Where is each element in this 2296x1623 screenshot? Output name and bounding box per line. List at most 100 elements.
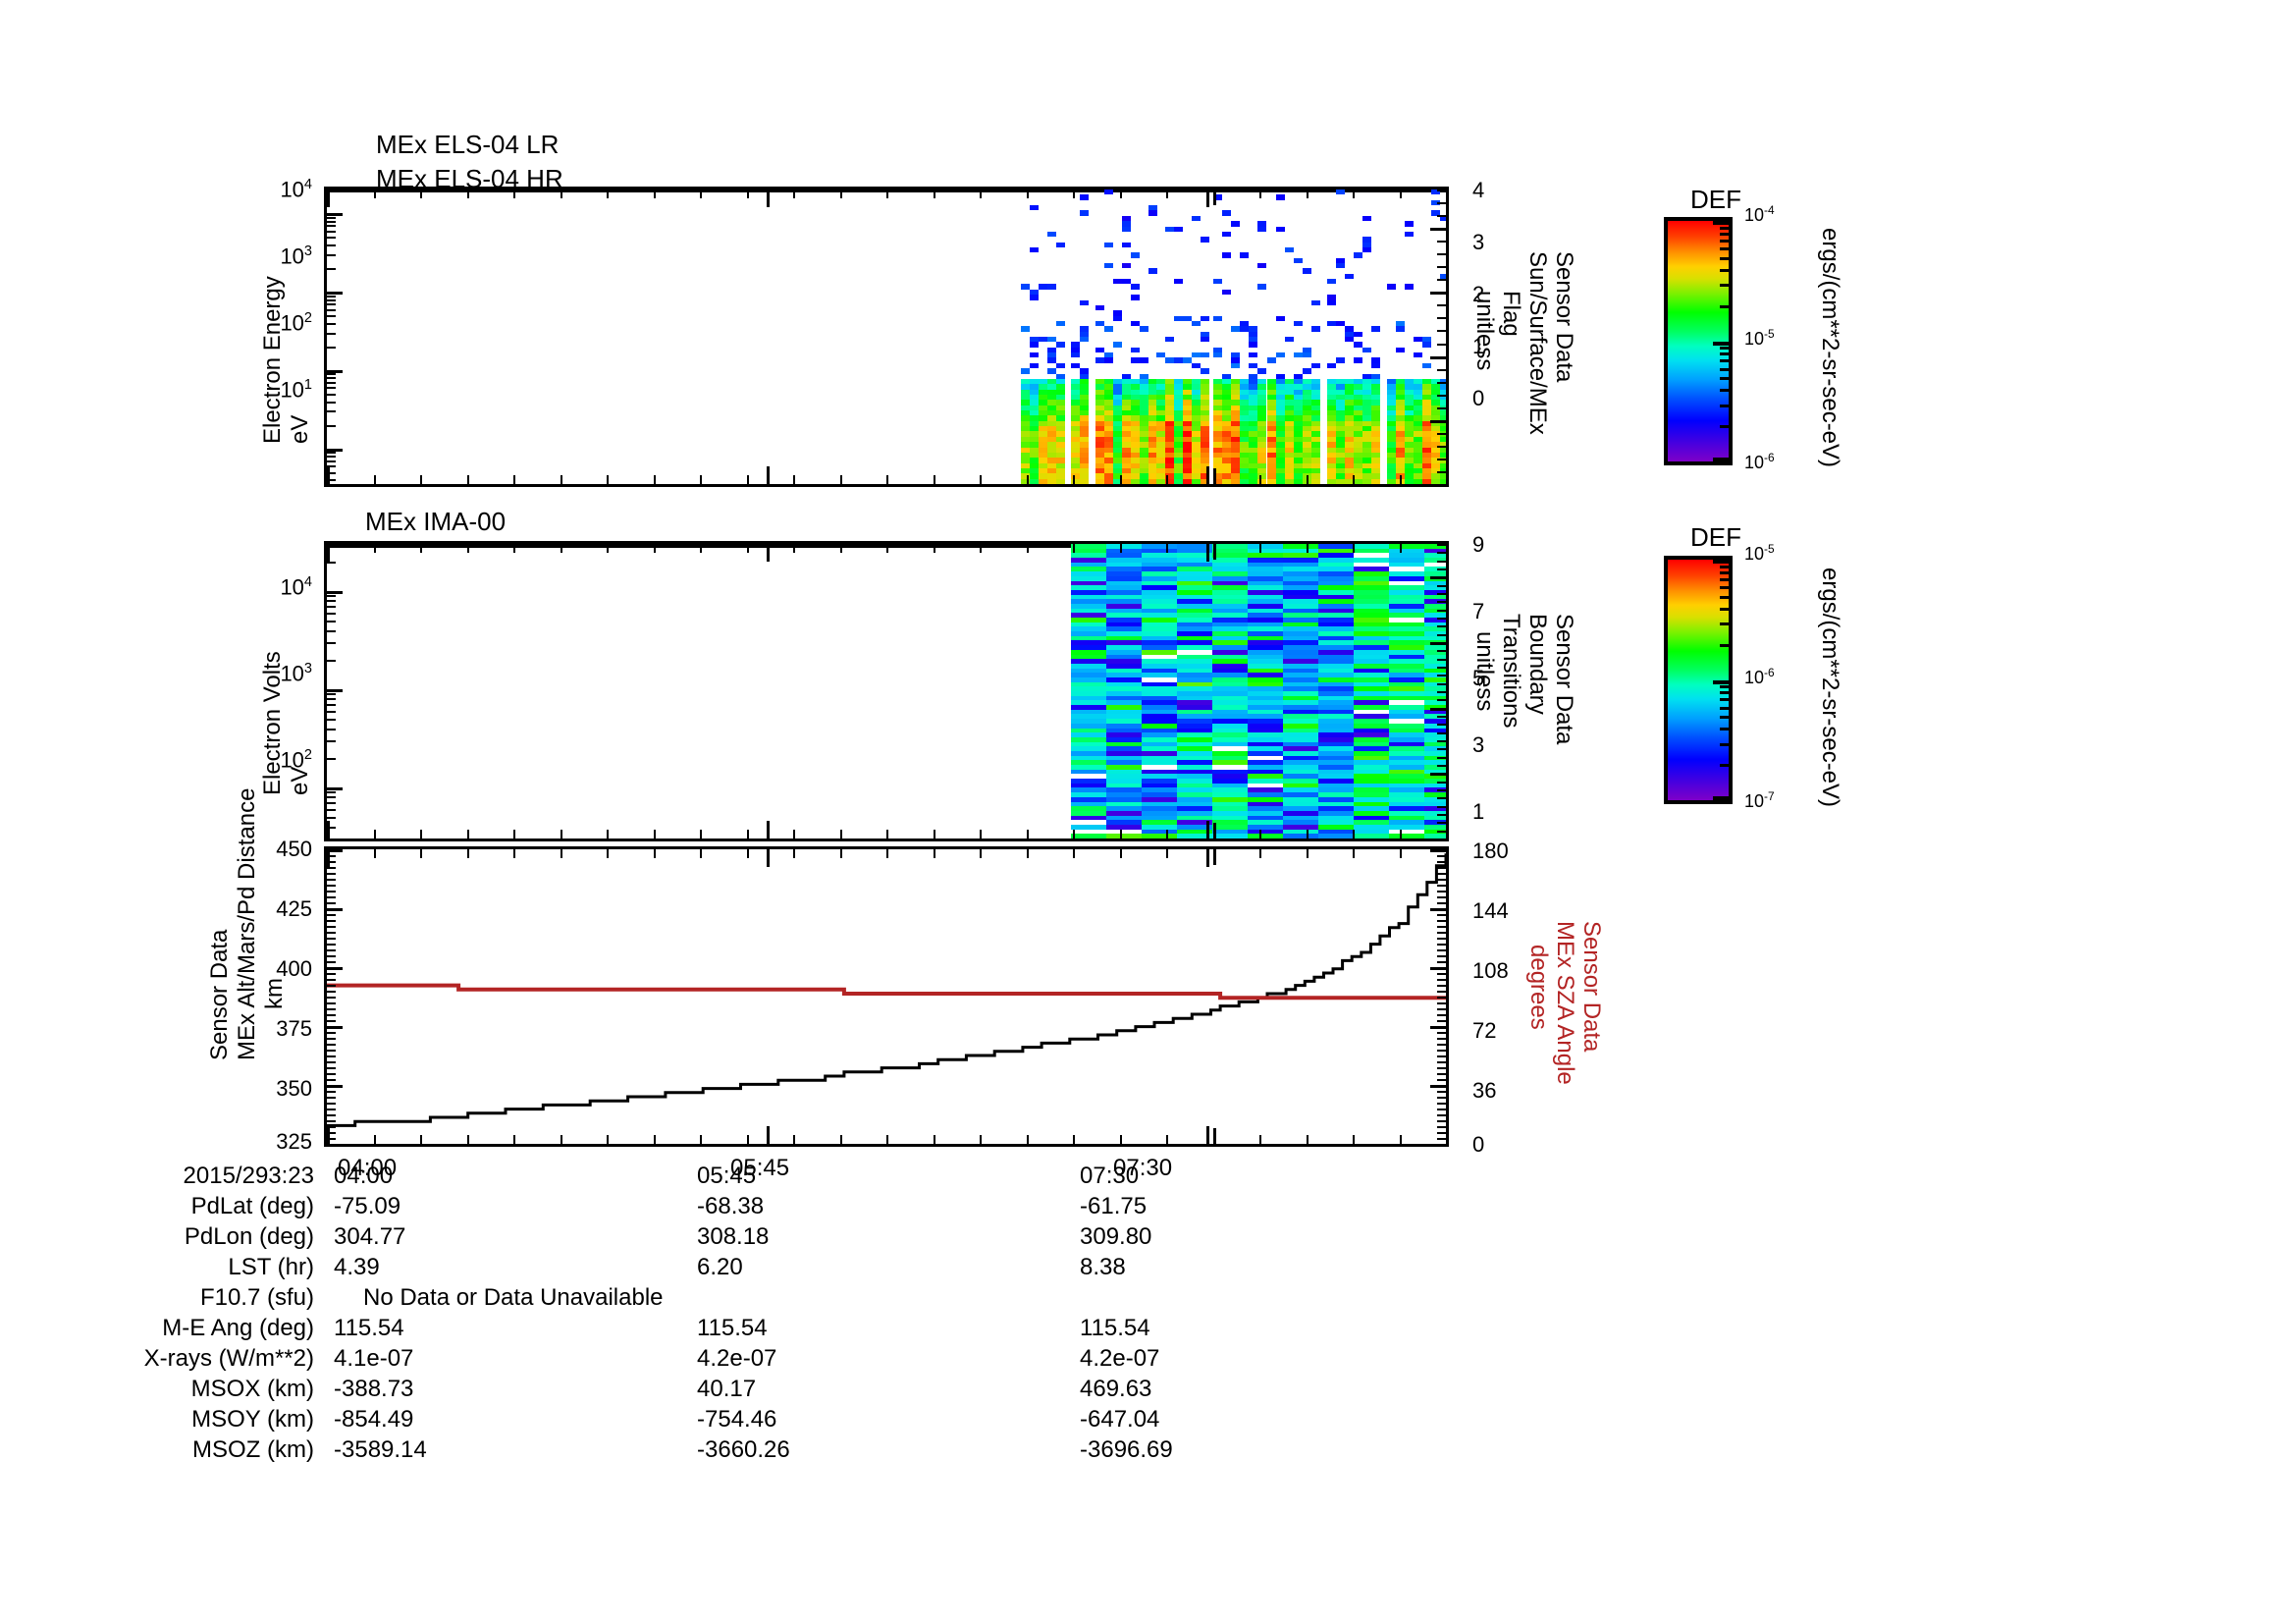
spectrogram-cell bbox=[1104, 189, 1113, 194]
xaxis-tick-bottom bbox=[934, 830, 935, 839]
spectrogram-cell bbox=[1021, 415, 1030, 421]
spectrogram-cell bbox=[1106, 563, 1142, 567]
yaxis-tick-left bbox=[327, 402, 336, 404]
spectrogram-cell bbox=[1192, 463, 1201, 468]
spectrogram-cell bbox=[1354, 631, 1389, 636]
spectrogram-cell bbox=[1177, 830, 1212, 834]
spectrogram-cell bbox=[1354, 765, 1389, 770]
spectrogram-cell bbox=[1106, 797, 1142, 802]
yaxis-tick-right bbox=[1430, 576, 1446, 579]
xaxis-major-tick-2 bbox=[1206, 466, 1209, 484]
spectrogram-cell bbox=[1212, 604, 1248, 609]
spectrogram-cell bbox=[1213, 194, 1222, 200]
spectrogram-cell bbox=[1318, 770, 1354, 774]
spectrogram-cell bbox=[1213, 442, 1222, 448]
spectrogram-cell bbox=[1431, 468, 1440, 473]
spectrogram-cell bbox=[1371, 473, 1380, 479]
xaxis-tick-top bbox=[1353, 189, 1355, 198]
spectrogram-cell bbox=[1371, 479, 1380, 484]
spectrogram-cell bbox=[1071, 421, 1080, 426]
spectrogram-cell bbox=[1148, 379, 1157, 384]
spectrogram-cell bbox=[1212, 640, 1248, 645]
spectrogram-cell bbox=[1422, 468, 1431, 473]
footer-row-label: PdLat (deg) bbox=[190, 1193, 314, 1219]
spectrogram-cell bbox=[1095, 410, 1104, 415]
spectrogram-cell bbox=[1276, 442, 1285, 448]
spectrogram-cell bbox=[1248, 792, 1283, 797]
panel3-altitude-trace bbox=[327, 853, 1446, 1127]
spectrogram-cell bbox=[1095, 426, 1104, 431]
spectrogram-cell bbox=[1283, 834, 1318, 839]
spectrogram-cell bbox=[1336, 390, 1345, 395]
yaxis-tick-left bbox=[327, 1055, 336, 1057]
spectrogram-cell bbox=[1283, 576, 1318, 581]
spectrogram-cell bbox=[1106, 590, 1142, 595]
spectrogram-cell bbox=[1248, 760, 1283, 765]
spectrogram-cell bbox=[1405, 379, 1414, 384]
spectrogram-cell bbox=[1248, 797, 1283, 802]
spectrogram-cell bbox=[1285, 390, 1294, 395]
spectrogram-cell bbox=[1071, 567, 1106, 571]
spectrogram-cell bbox=[1201, 332, 1209, 337]
yaxis-tick-left bbox=[327, 1044, 336, 1046]
spectrogram-cell bbox=[1327, 431, 1336, 437]
spectrogram-cell bbox=[1257, 458, 1266, 463]
spectrogram-cell bbox=[1212, 737, 1248, 742]
spectrogram-cell bbox=[1039, 384, 1047, 390]
xaxis-tick-label-2: 07:30 bbox=[1113, 1155, 1173, 1181]
spectrogram-cell bbox=[1165, 415, 1174, 421]
spectrogram-cell bbox=[1318, 567, 1354, 571]
yaxis-tick-left bbox=[327, 387, 336, 389]
spectrogram-cell bbox=[1371, 421, 1380, 426]
spectrogram-cell bbox=[1267, 453, 1276, 458]
colorbar-tick bbox=[1720, 566, 1729, 568]
spectrogram-cell bbox=[1424, 567, 1446, 571]
spectrogram-cell bbox=[1285, 468, 1294, 473]
spectrogram-cell bbox=[1122, 463, 1131, 468]
spectrogram-cell bbox=[1131, 415, 1140, 421]
xaxis-tick-bottom bbox=[747, 475, 749, 484]
spectrogram-cell bbox=[1354, 640, 1389, 645]
spectrogram-cell bbox=[1345, 453, 1354, 458]
spectrogram-cell bbox=[1106, 700, 1142, 705]
spectrogram-cell bbox=[1142, 830, 1177, 834]
yaxis-tick-right bbox=[1437, 344, 1446, 346]
spectrogram-cell bbox=[1440, 442, 1446, 448]
yaxis-tick-right bbox=[1437, 732, 1446, 734]
spectrogram-cell bbox=[1248, 770, 1283, 774]
spectrogram-cell bbox=[1222, 458, 1231, 463]
spectrogram-cell bbox=[1106, 792, 1142, 797]
spectrogram-cell bbox=[1142, 834, 1177, 839]
spectrogram-cell bbox=[1071, 774, 1106, 779]
spectrogram-cell bbox=[1177, 636, 1212, 640]
spectrogram-cell bbox=[1336, 258, 1345, 263]
spectrogram-cell bbox=[1106, 784, 1142, 787]
spectrogram-cell bbox=[1354, 421, 1362, 426]
spectrogram-cell bbox=[1177, 729, 1212, 732]
spectrogram-cell bbox=[1389, 691, 1424, 696]
spectrogram-cell bbox=[1371, 406, 1380, 410]
xaxis-tick-bottom bbox=[886, 830, 888, 839]
spectrogram-cell bbox=[1354, 626, 1389, 631]
xaxis-tick-top bbox=[1073, 189, 1075, 198]
yaxis-tick-left bbox=[327, 377, 336, 379]
yaxis-tick-right bbox=[1437, 914, 1446, 916]
yaxis-tick-left bbox=[327, 1126, 336, 1128]
spectrogram-cell bbox=[1248, 553, 1283, 558]
xaxis-tick-bottom bbox=[1400, 1135, 1402, 1144]
spectrogram-cell bbox=[1231, 448, 1240, 453]
yaxis-tick-left bbox=[327, 303, 336, 305]
spectrogram-cell bbox=[1140, 448, 1148, 453]
spectrogram-cell bbox=[1212, 590, 1248, 595]
spectrogram-cell bbox=[1142, 696, 1177, 700]
xaxis-tick-bottom bbox=[1307, 830, 1308, 839]
xaxis-tick-bottom bbox=[1027, 1135, 1029, 1144]
spectrogram-cell bbox=[1201, 479, 1209, 484]
xaxis-tick-top bbox=[467, 189, 469, 198]
spectrogram-cell bbox=[1165, 448, 1174, 453]
spectrogram-cell bbox=[1212, 669, 1248, 673]
spectrogram-cell bbox=[1396, 421, 1405, 426]
spectrogram-cell bbox=[1142, 779, 1177, 784]
spectrogram-cell bbox=[1345, 390, 1354, 395]
spectrogram-cell bbox=[1174, 453, 1183, 458]
